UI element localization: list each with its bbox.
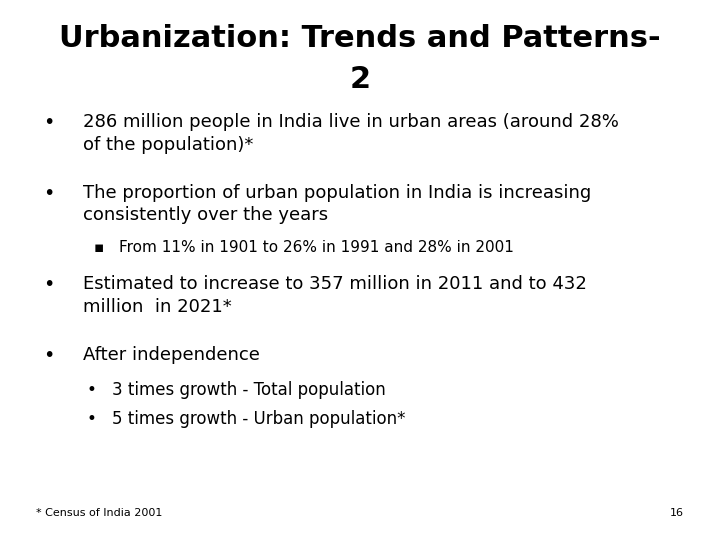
Text: 16: 16 [670,508,684,518]
Text: •: • [86,410,96,428]
Text: ▪: ▪ [94,240,104,255]
Text: 2: 2 [349,65,371,94]
Text: •: • [43,346,55,365]
Text: After independence: After independence [83,346,260,363]
Text: 286 million people in India live in urban areas (around 28%
of the population)*: 286 million people in India live in urba… [83,113,618,153]
Text: * Census of India 2001: * Census of India 2001 [36,508,163,518]
Text: 5 times growth - Urban population*: 5 times growth - Urban population* [112,410,405,428]
Text: Urbanization: Trends and Patterns-: Urbanization: Trends and Patterns- [59,24,661,53]
Text: From 11% in 1901 to 26% in 1991 and 28% in 2001: From 11% in 1901 to 26% in 1991 and 28% … [119,240,513,255]
Text: The proportion of urban population in India is increasing
consistently over the : The proportion of urban population in In… [83,184,591,224]
Text: •: • [43,275,55,294]
Text: 3 times growth - Total population: 3 times growth - Total population [112,381,385,399]
Text: •: • [43,113,55,132]
Text: Estimated to increase to 357 million in 2011 and to 432
million  in 2021*: Estimated to increase to 357 million in … [83,275,587,315]
Text: •: • [43,184,55,202]
Text: •: • [86,381,96,399]
